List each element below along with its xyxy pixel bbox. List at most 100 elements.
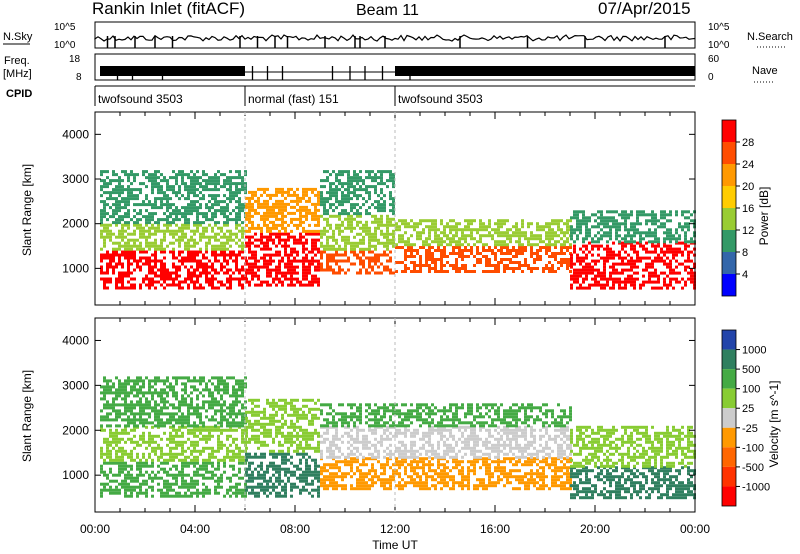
range-cell (392, 173, 395, 177)
range-cell (407, 246, 410, 249)
range-cell (257, 464, 260, 468)
range-cell (142, 431, 145, 435)
range-cell (443, 252, 446, 255)
range-cell (266, 271, 269, 275)
range-cell (651, 265, 654, 269)
range-cell (217, 170, 220, 174)
range-cell (178, 400, 181, 404)
range-cell (184, 458, 187, 462)
range-cell (470, 231, 473, 235)
range-cell (229, 235, 232, 239)
range-cell (482, 222, 485, 226)
range-cell (305, 464, 308, 468)
range-cell (594, 268, 597, 272)
range-cell (482, 243, 485, 247)
range-cell (124, 412, 127, 416)
range-cell (251, 485, 254, 489)
range-cell (220, 250, 223, 254)
range-cell (554, 219, 557, 223)
range-cell (223, 470, 226, 474)
range-cell (317, 464, 320, 468)
range-cell (431, 267, 434, 270)
range-cell (278, 464, 281, 468)
range-cell (446, 243, 449, 247)
range-cell (202, 229, 205, 233)
range-cell (410, 252, 413, 255)
range-cell (172, 452, 175, 456)
range-cell (419, 258, 422, 261)
range-cell (196, 265, 199, 269)
range-cell (419, 237, 422, 241)
range-cell (260, 283, 263, 287)
range-cell (118, 391, 121, 395)
range-cell (350, 241, 353, 245)
range-cell (621, 241, 624, 245)
range-cell (654, 240, 657, 244)
range-cell (251, 410, 254, 414)
range-cell (254, 262, 257, 266)
range-cell (630, 228, 633, 232)
range-cell (615, 277, 618, 281)
range-cell (109, 179, 112, 183)
range-cell (220, 200, 223, 204)
range-cell (284, 208, 287, 212)
range-cell (311, 232, 314, 236)
range-cell (272, 464, 275, 468)
range-cell (356, 209, 359, 213)
range-cell (275, 485, 278, 489)
range-cell (136, 494, 139, 498)
range-cell (205, 244, 208, 248)
range-cell (278, 241, 281, 245)
range-cell (193, 221, 196, 225)
range-cell (154, 262, 157, 266)
range-cell (657, 256, 660, 260)
range-cell (287, 211, 290, 215)
range-cell (214, 223, 217, 227)
range-cell (121, 458, 124, 462)
range-cell (597, 244, 600, 248)
range-cell (305, 476, 308, 480)
range-cell (374, 253, 377, 257)
range-cell (287, 277, 290, 281)
range-cell (211, 397, 214, 401)
range-cell (612, 283, 615, 287)
range-cell (284, 494, 287, 498)
range-cell (353, 191, 356, 195)
range-cell (392, 176, 395, 180)
range-cell (139, 418, 142, 422)
range-cell (106, 440, 109, 444)
range-cell (461, 249, 464, 252)
range-cell (287, 467, 290, 471)
y-tick-label: 2000 (62, 217, 89, 231)
range-cell (232, 452, 235, 456)
range-cell (503, 240, 506, 244)
range-cell (211, 455, 214, 459)
range-cell (145, 221, 148, 225)
range-cell (211, 382, 214, 386)
range-cell (645, 265, 648, 269)
range-cell (311, 187, 314, 191)
range-cell (449, 231, 452, 235)
range-cell (199, 223, 202, 227)
range-cell (121, 280, 124, 284)
range-cell (651, 222, 654, 226)
range-cell (205, 488, 208, 492)
range-cell (151, 206, 154, 210)
range-cell (181, 443, 184, 447)
nsky-panel-frame (94, 21, 696, 49)
range-cell (151, 425, 154, 429)
range-cell (425, 237, 428, 241)
range-cell (118, 241, 121, 245)
range-cell (654, 268, 657, 272)
range-cell (624, 268, 627, 272)
range-cell (579, 268, 582, 272)
range-cell (187, 268, 190, 272)
range-cell (100, 229, 103, 233)
range-cell (163, 229, 166, 233)
range-cell (251, 265, 254, 269)
range-cell (151, 464, 154, 468)
range-cell (202, 458, 205, 462)
range-cell (551, 243, 554, 247)
range-cell (257, 202, 260, 206)
range-cell (353, 253, 356, 257)
